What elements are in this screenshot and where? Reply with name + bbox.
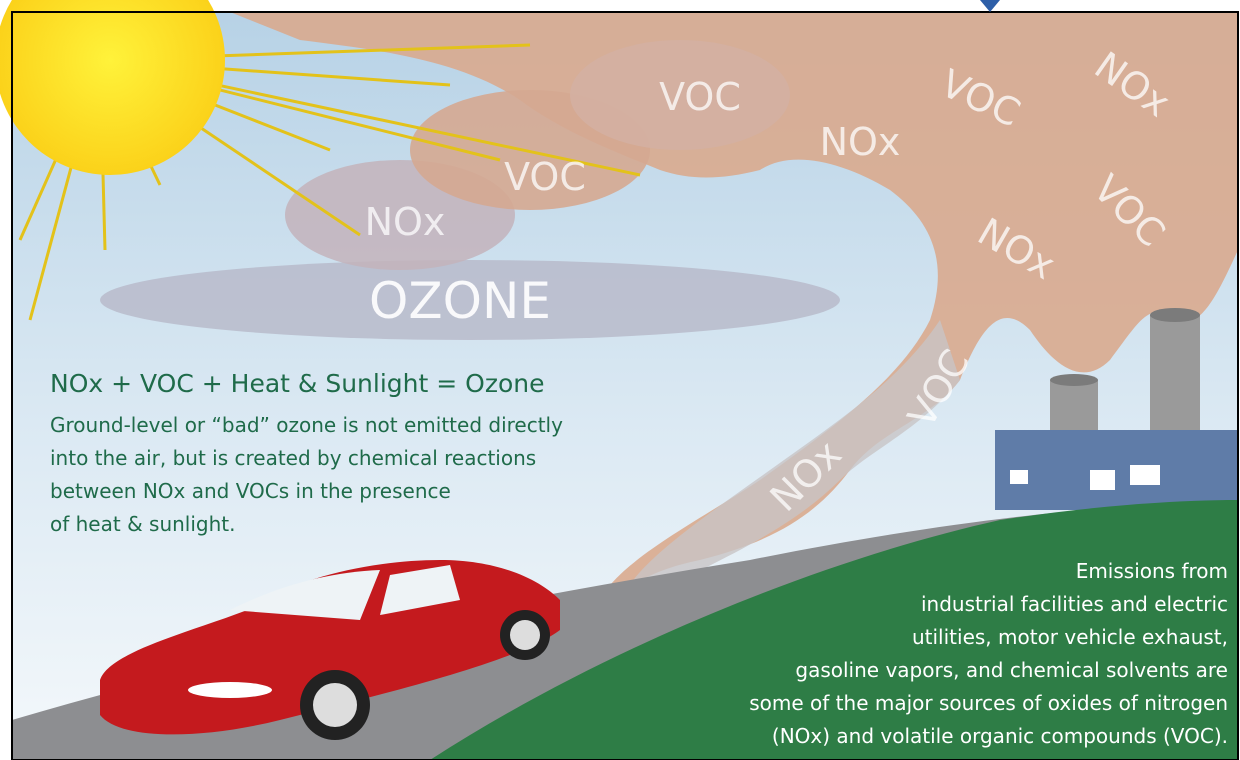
emissions-line: Emissions from xyxy=(1076,559,1228,583)
emissions-line: utilities, motor vehicle exhaust, xyxy=(912,625,1228,649)
emissions-line: some of the major sources of oxides of n… xyxy=(749,691,1228,715)
cloud-label: NOx xyxy=(820,120,901,164)
explanation-line: of heat & sunlight. xyxy=(50,512,235,536)
explanation-line: between NOx and VOCs in the presence xyxy=(50,479,451,503)
emissions-line: (NOx) and volatile organic compounds (VO… xyxy=(772,724,1228,748)
explanation-line: Ground-level or “bad” ozone is not emitt… xyxy=(50,413,563,437)
cloud-label: NOx xyxy=(365,200,446,244)
ozone-label: OZONE xyxy=(369,272,551,330)
emissions-line: gasoline vapors, and chemical solvents a… xyxy=(795,658,1228,682)
cloud-label: VOC xyxy=(659,75,741,119)
emissions-line: industrial facilities and electric xyxy=(921,592,1228,616)
explanation-line: into the air, but is created by chemical… xyxy=(50,446,536,470)
cloud-label: VOC xyxy=(504,155,586,199)
equation: NOx + VOC + Heat & Sunlight = Ozone xyxy=(50,369,544,398)
arrow-marker xyxy=(980,0,1000,12)
infographic: VOCVOCNOxNOxVOCNOxVOCNOxVOCNOx OZONE NOx… xyxy=(0,0,1240,760)
